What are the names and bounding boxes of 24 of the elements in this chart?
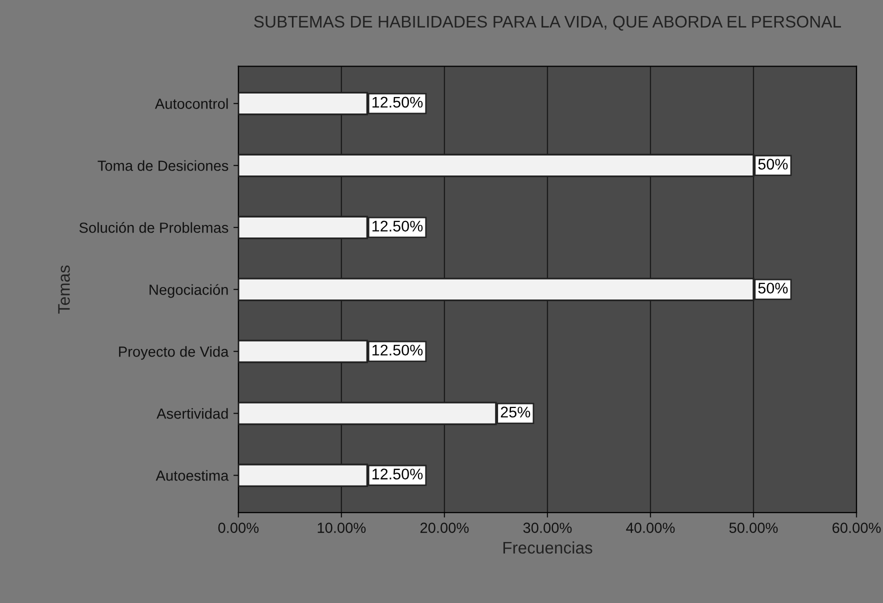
- x-tick-label: 20.00%: [420, 522, 469, 533]
- chart-title: SUBTEMAS DE HABILIDADES PARA LA VIDA, QUE ABORDA EL PERSONAL: [254, 16, 841, 31]
- x-tick-label: 40.00%: [626, 522, 675, 533]
- data-label: 12.50%: [372, 468, 423, 480]
- y-tick-label: Negociación: [150, 284, 228, 298]
- y-tick-label: Toma de Desiciones: [98, 160, 228, 171]
- y-tick-label: Autocontrol: [154, 98, 228, 109]
- data-label: 12.50%: [372, 96, 423, 108]
- y-axis-title: Temas: [58, 266, 70, 314]
- data-label: 50%: [758, 282, 788, 294]
- y-tick-label: Autoestima: [156, 470, 229, 481]
- x-tick-label: 50.00%: [729, 522, 778, 533]
- x-axis-title: Frecuencias: [503, 541, 592, 554]
- data-label: 12.50%: [372, 220, 423, 232]
- x-tick-label: 0.00%: [218, 522, 259, 533]
- y-tick-label: Asertividad: [156, 408, 228, 419]
- x-tick-label: 60.00%: [832, 522, 881, 533]
- data-label: 25%: [500, 406, 530, 418]
- y-tick-label: Solución de Problemas: [79, 222, 228, 233]
- y-tick-label: Proyecto de Vida: [119, 346, 229, 360]
- data-label: 12.50%: [372, 344, 423, 356]
- x-tick-label: 10.00%: [318, 522, 366, 533]
- data-label: 50%: [758, 158, 788, 170]
- x-tick-label: 30.00%: [523, 522, 572, 533]
